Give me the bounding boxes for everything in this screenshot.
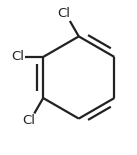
Text: Cl: Cl: [58, 7, 71, 20]
Text: Cl: Cl: [22, 114, 35, 127]
Text: Cl: Cl: [11, 50, 24, 63]
